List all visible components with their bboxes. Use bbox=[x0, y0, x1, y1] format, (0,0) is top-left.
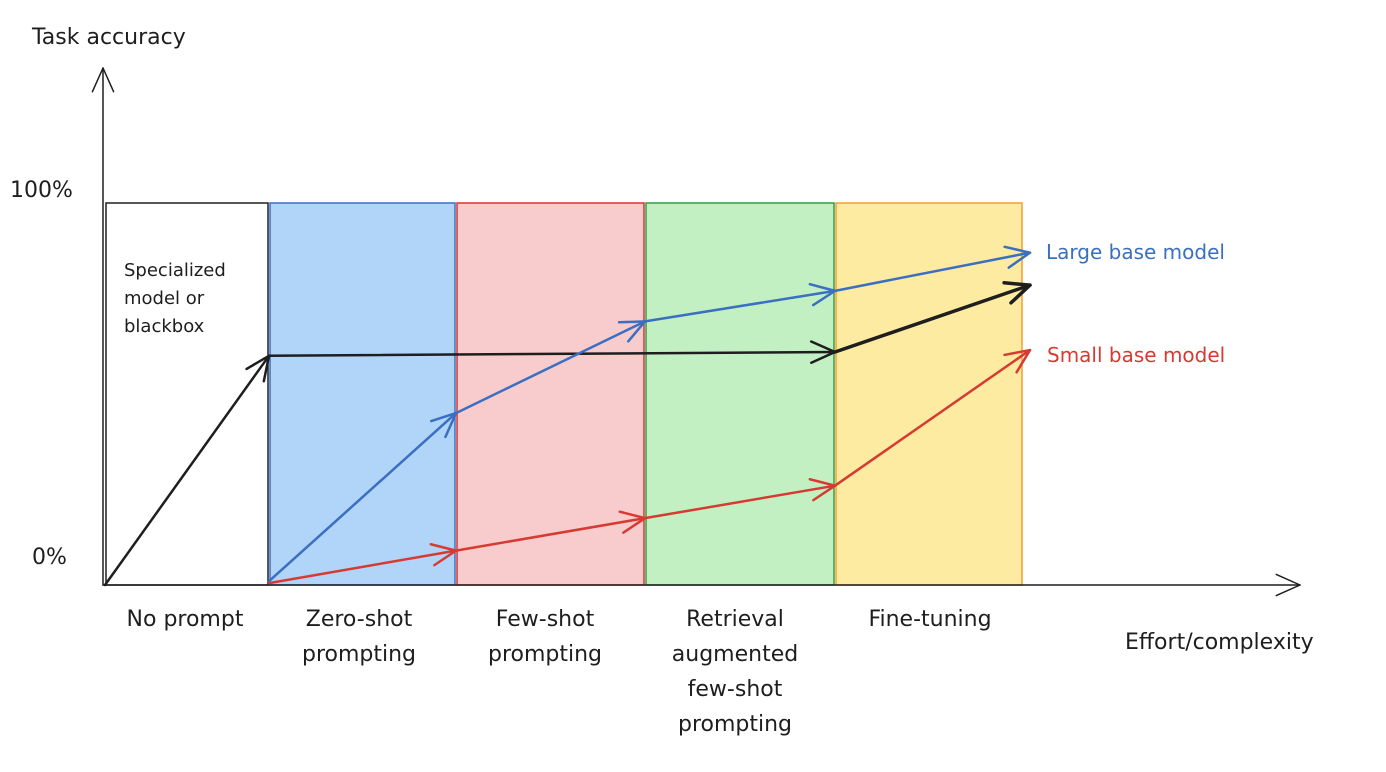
x-axis-head bbox=[1275, 573, 1301, 597]
series-1-segment-0 bbox=[267, 411, 458, 583]
stage-label-no-prompt: No prompt bbox=[126, 607, 244, 632]
series-0-segment-0 bbox=[103, 354, 271, 587]
series-2-segment-3 bbox=[833, 348, 1032, 487]
stage-label-zero-shot: Zero-shot prompting bbox=[301, 607, 417, 667]
series-0-segment-2 bbox=[833, 283, 1032, 354]
series-2-segment-3-head bbox=[1003, 348, 1032, 374]
y-axis-label: Task accuracy bbox=[32, 25, 186, 50]
series-2-segment-1 bbox=[454, 516, 647, 552]
series-1-segment-3-head bbox=[1003, 245, 1032, 269]
series-0-segment-1 bbox=[267, 350, 837, 358]
stage-box-1 bbox=[269, 202, 456, 586]
stage-box-4 bbox=[835, 202, 1023, 586]
series-1-segment-3 bbox=[833, 251, 1032, 293]
y-tick-100: 100% bbox=[10, 178, 73, 203]
series-1-segment-1 bbox=[454, 320, 647, 415]
legend-small-base-model: Small base model bbox=[1047, 343, 1226, 367]
legend-large-base-model: Large base model bbox=[1046, 240, 1225, 264]
series-0-segment-2-head bbox=[1002, 281, 1032, 305]
stage-box-2 bbox=[456, 202, 645, 586]
stage-label-fine-tuning: Fine-tuning bbox=[868, 607, 992, 632]
y-tick-0: 0% bbox=[32, 545, 67, 570]
y-axis-head bbox=[91, 67, 115, 93]
stage-label-few-shot: Few-shot prompting bbox=[487, 607, 603, 667]
series-2-segment-0 bbox=[267, 549, 458, 585]
stage-label-retrieval: Retrieval augmented few-shot prompting bbox=[671, 607, 799, 737]
stage-box-3 bbox=[645, 202, 835, 586]
series-1-segment-2 bbox=[643, 289, 837, 323]
specialized-model-note: Specialized model or blackbox bbox=[124, 260, 226, 337]
x-axis-label: Effort/complexity bbox=[1125, 630, 1314, 655]
series-2-segment-2 bbox=[643, 484, 837, 520]
